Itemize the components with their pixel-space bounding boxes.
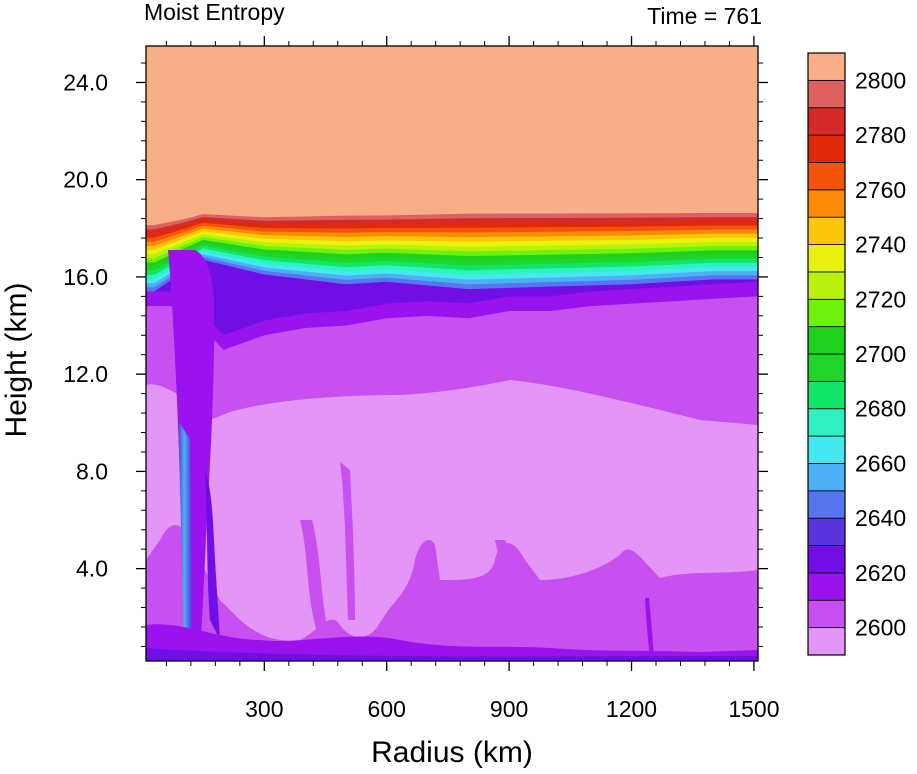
colorbar-swatch <box>807 545 846 574</box>
colorbar-label: 2660 <box>855 450 906 476</box>
colorbar-frame <box>807 52 846 656</box>
colorbar-swatch <box>807 353 846 382</box>
stratosphere-band <box>146 46 758 222</box>
y-tick-label: 20.0 <box>63 167 108 193</box>
plume-350 <box>300 520 330 640</box>
contour-bands <box>146 46 758 350</box>
light-region <box>146 380 758 641</box>
colorbar-swatch <box>807 435 846 464</box>
time-label: Time = 761 <box>647 3 762 29</box>
colorbar-swatch <box>807 463 846 492</box>
y-tick-label: 12.0 <box>63 361 108 387</box>
axes: 300 600 900 1200 1500 4.0 8.0 12.0 16.0 20.0 24.0 <box>63 36 780 722</box>
colorbar-label: 2680 <box>855 396 906 422</box>
plot-area <box>146 46 758 661</box>
colorbar-label: 2700 <box>855 341 906 367</box>
x-axis-label: Radius (km) <box>371 736 533 769</box>
colorbar-swatch <box>807 627 846 656</box>
colorbar-swatch <box>807 244 846 273</box>
chart-title: Moist Entropy <box>144 0 285 25</box>
colorbar-swatch <box>807 134 846 163</box>
colorbar-swatch <box>807 380 846 410</box>
colorbar-swatch <box>807 572 846 601</box>
colorbar-swatch <box>807 216 846 245</box>
colorbar-label: 2740 <box>855 232 906 258</box>
inner-plume <box>205 470 220 640</box>
y-tick-label: 4.0 <box>76 556 108 582</box>
surface-layer <box>146 648 758 661</box>
colorbar-swatch <box>807 107 846 136</box>
plume-1250 <box>645 598 654 660</box>
boundary-layer <box>146 624 758 661</box>
colorbar-swatch <box>807 52 846 81</box>
colorbar-label: 2780 <box>855 122 906 148</box>
colorbar-label: 2720 <box>855 286 906 312</box>
plot-frame <box>145 45 759 662</box>
eyewall-plume <box>168 250 215 660</box>
x-tick-label: 600 <box>368 696 406 722</box>
colorbar-swatch <box>807 79 846 109</box>
plume-480 <box>340 462 355 620</box>
y-tick-label: 16.0 <box>63 264 108 290</box>
plume-890 <box>495 540 520 640</box>
colorbar: 2600 2620 2640 2660 2680 2700 2720 2740 2760 2780… <box>807 52 906 656</box>
colorbar-label: 2800 <box>855 67 906 93</box>
y-axis-label: Height (km) <box>0 282 33 437</box>
colorbar-swatch <box>807 162 846 191</box>
x-tick-label: 900 <box>490 696 528 722</box>
plume-430 <box>415 560 436 650</box>
colorbar-label: 2760 <box>855 177 906 203</box>
x-tick-label: 1500 <box>728 696 779 722</box>
colorbar-swatch <box>807 298 846 328</box>
colorbar-label: 2620 <box>855 560 906 586</box>
core-plume <box>178 420 192 660</box>
colorbar-swatch <box>807 490 846 519</box>
colorbar-swatch <box>807 408 846 437</box>
colorbar-label: 2640 <box>855 505 906 531</box>
colorbar-label: 2600 <box>855 615 906 641</box>
y-tick-label: 24.0 <box>63 69 108 95</box>
colorbar-swatch <box>807 326 846 355</box>
colorbar-swatch <box>807 517 846 546</box>
colorbar-swatch <box>807 271 846 300</box>
y-tick-label: 8.0 <box>76 458 108 484</box>
colorbar-swatch <box>807 599 846 629</box>
x-tick-label: 300 <box>245 696 283 722</box>
colorbar-swatch <box>807 189 846 218</box>
contour-details <box>146 250 758 661</box>
x-tick-label: 1200 <box>606 696 657 722</box>
